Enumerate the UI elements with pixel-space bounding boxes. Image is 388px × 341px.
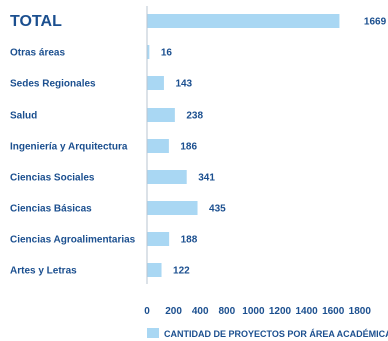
category-label: Otras áreas: [10, 48, 65, 59]
value-label: 186: [180, 142, 197, 153]
category-label: Sedes Regionales: [10, 79, 96, 90]
legend-swatch: [147, 328, 159, 338]
category-label: Ciencias Agroalimentarias: [10, 235, 136, 246]
category-label: Artes y Letras: [10, 266, 77, 277]
bar: [147, 108, 175, 122]
category-label: Ciencias Sociales: [10, 173, 95, 184]
bar: [147, 170, 187, 184]
value-label: 435: [209, 204, 226, 215]
bar: [147, 201, 198, 215]
bars: [147, 14, 340, 277]
category-label: TOTAL: [10, 13, 62, 30]
bar: [147, 45, 150, 59]
bar: [147, 139, 169, 153]
bar: [147, 14, 340, 28]
bar: [147, 263, 162, 277]
legend: CANTIDAD DE PROYECTOS POR ÁREA ACADÉMICA: [147, 328, 388, 339]
x-tick-label: 800: [218, 306, 235, 317]
value-label: 143: [175, 79, 192, 90]
value-label: 341: [198, 173, 215, 184]
value-label: 16: [161, 48, 173, 59]
bar: [147, 76, 164, 90]
x-tick-label: 0: [144, 306, 150, 317]
category-label: Ingeniería y Arquitectura: [10, 142, 128, 153]
x-tick-label: 1000: [242, 306, 265, 317]
value-label: 122: [173, 266, 190, 277]
x-tick-label: 1600: [322, 306, 345, 317]
value-labels: 1669 16 143 238 186 341 435 188 122: [161, 17, 387, 277]
x-tick-labels: 0 200 400 800 1000 1200 1400 1600 1800: [144, 306, 371, 317]
legend-label: CANTIDAD DE PROYECTOS POR ÁREA ACADÉMICA: [164, 329, 388, 339]
x-tick-label: 1200: [269, 306, 292, 317]
value-label: 188: [181, 235, 198, 246]
x-tick-label: 1800: [349, 306, 372, 317]
category-label: Salud: [10, 111, 37, 122]
x-tick-label: 400: [192, 306, 209, 317]
value-label: 1669: [364, 17, 387, 28]
category-label: Ciencias Básicas: [10, 204, 92, 215]
category-labels: TOTAL Otras áreas Sedes Regionales Salud Ing…: [10, 13, 136, 277]
bar: [147, 232, 170, 246]
value-label: 238: [186, 111, 203, 122]
x-tick-label: 1400: [295, 306, 318, 317]
x-tick-label: 200: [165, 306, 182, 317]
